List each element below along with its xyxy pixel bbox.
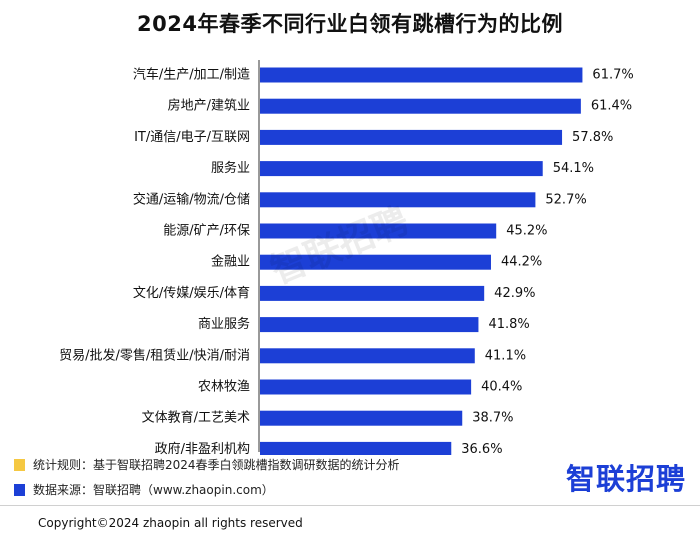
value-label: 38.7% [472,411,513,426]
copyright-text: Copyright©2024 zhaopin all rights reserv… [38,516,303,530]
bar [260,223,497,239]
footnote-rule: 统计规则：基于智联招聘2024春季白领跳槽指数调研数据的统计分析 [14,456,400,473]
footer-divider [0,505,700,506]
bar [260,348,475,364]
category-label: 服务业 [211,160,250,176]
bar [260,254,491,270]
footnote-source-text: 数据来源：智联招聘（www.zhaopin.com） [33,483,274,497]
category-label: 汽车/生产/加工/制造 [133,67,250,83]
bar-chart: 汽车/生产/加工/制造 61.7% 房地产/建筑业 61.4% IT/通信/电子/互联网… [59,60,634,455]
bar [260,317,479,333]
value-label: 36.6% [461,442,502,455]
bar [260,67,583,83]
category-label: 贸易/批发/零售/租赁业/快消/耐消 [59,347,250,363]
value-label: 61.4% [591,99,632,114]
value-label: 61.7% [592,68,633,83]
value-label: 54.1% [553,161,594,176]
category-label: 能源/矿产/环保 [163,224,250,239]
category-label: 政府/非盈利机构 [155,442,250,455]
value-label: 57.8% [572,130,613,145]
bar [260,379,472,395]
blue-legend-swatch [14,483,25,496]
bar [260,129,563,145]
value-label: 41.8% [488,317,529,332]
category-label: IT/通信/电子/互联网 [134,130,250,145]
value-label: 40.4% [481,380,522,395]
bar [260,410,463,426]
footnote-source: 数据来源：智联招聘（www.zhaopin.com） [14,481,274,498]
category-label: 文体教育/工艺美术 [142,410,250,426]
bar [260,441,452,455]
bar [260,285,485,301]
value-label: 42.9% [494,286,535,301]
bar [260,161,543,177]
category-label: 农林牧渔 [198,380,250,395]
bar [260,192,536,208]
category-label: 金融业 [211,254,250,270]
value-label: 41.1% [485,348,526,363]
category-label: 房地产/建筑业 [168,98,250,114]
footnote-rule-text: 统计规则：基于智联招聘2024春季白领跳槽指数调研数据的统计分析 [33,458,400,472]
value-label: 52.7% [545,192,586,207]
category-label: 文化/传媒/娱乐/体育 [133,285,250,301]
zhaopin-logo: 智联招聘 [565,462,686,496]
chart-title: 2024年春季不同行业白领有跳槽行为的比例 [137,12,563,36]
yellow-legend-swatch [14,458,25,471]
category-label: 商业服务 [198,316,250,332]
value-label: 45.2% [506,224,547,239]
value-label: 44.2% [501,255,542,270]
bar [260,98,581,114]
category-label: 交通/运输/物流/仓储 [133,191,250,207]
